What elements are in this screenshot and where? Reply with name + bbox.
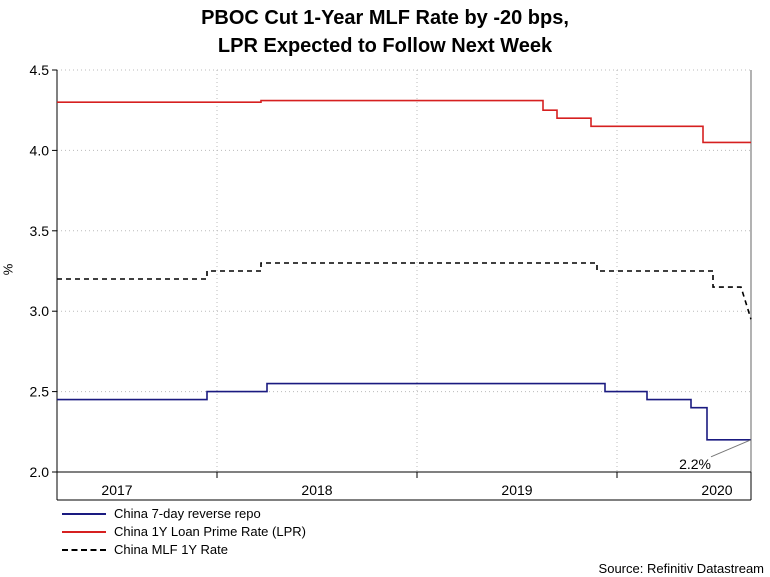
y-tick-label: 4.5: [30, 62, 50, 78]
y-tick-label: 2.0: [30, 464, 50, 480]
annotation-leader: [710, 439, 752, 458]
legend: China 7-day reverse repo China 1Y Loan P…: [62, 505, 306, 559]
legend-swatch-repo: [62, 513, 106, 515]
legend-item-lpr: China 1Y Loan Prime Rate (LPR): [62, 523, 306, 541]
source-note: Source: Refinitiv Datastream: [598, 561, 764, 576]
y-tick-label: 3.0: [30, 303, 50, 319]
legend-label-repo: China 7-day reverse repo: [114, 506, 261, 521]
x-tick-label: 2020: [701, 482, 732, 498]
annotation-label: 2.2%: [679, 456, 711, 472]
legend-label-lpr: China 1Y Loan Prime Rate (LPR): [114, 524, 306, 539]
legend-swatch-mlf: [62, 549, 106, 551]
y-tick-label: 3.5: [30, 223, 50, 239]
x-tick-label: 2018: [301, 482, 332, 498]
series-line-0: [57, 382, 751, 441]
chart-title-line1: PBOC Cut 1-Year MLF Rate by -20 bps,: [201, 7, 569, 29]
y-tick-label: 4.0: [30, 142, 50, 158]
legend-item-repo: China 7-day reverse repo: [62, 505, 306, 523]
series-line-1: [57, 99, 751, 144]
legend-swatch-lpr: [62, 531, 106, 533]
chart-title: PBOC Cut 1-Year MLF Rate by -20 bps, LPR…: [0, 4, 770, 60]
series-line-2: [57, 262, 752, 320]
x-tick-label: 2019: [501, 482, 532, 498]
legend-item-mlf: China MLF 1Y Rate: [62, 541, 306, 559]
chart-title-line2: LPR Expected to Follow Next Week: [217, 35, 553, 57]
x-tick-label: 2017: [101, 482, 132, 498]
legend-label-mlf: China MLF 1Y Rate: [114, 542, 228, 557]
y-tick-label: 2.5: [30, 384, 50, 400]
